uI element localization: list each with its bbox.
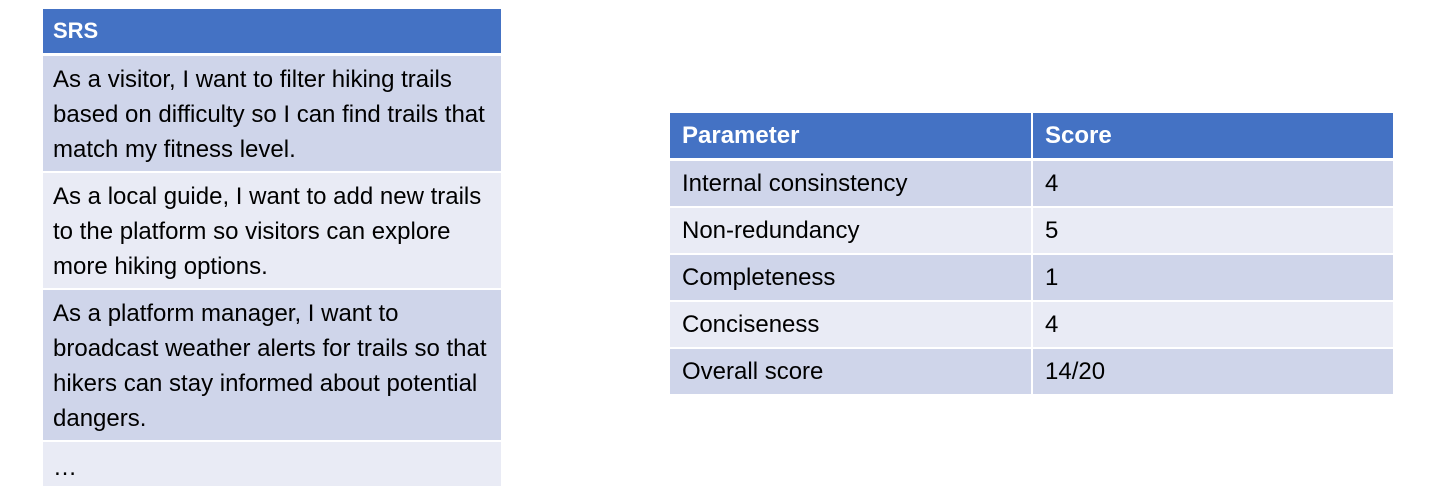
parameter-cell: Internal consinstency: [670, 159, 1033, 208]
srs-story-row: As a visitor, I want to filter hiking tr…: [43, 54, 501, 173]
srs-ellipsis: …: [43, 441, 501, 488]
score-header-row: Parameter Score: [670, 113, 1393, 161]
score-cell: 4: [1032, 301, 1393, 349]
score-row: Non-redundancy 5: [670, 207, 1393, 255]
score-cell: 1: [1032, 254, 1393, 302]
parameter-cell: Non-redundancy: [670, 207, 1033, 255]
srs-story-row: As a local guide, I want to add new trai…: [43, 172, 501, 290]
score-row: Conciseness 4: [670, 301, 1393, 349]
srs-story-text: As a platform manager, I want to broadca…: [43, 289, 501, 442]
srs-story-row: …: [43, 441, 501, 488]
parameter-cell: Conciseness: [670, 301, 1033, 349]
score-cell: 4: [1032, 159, 1393, 208]
srs-story-row: As a platform manager, I want to broadca…: [43, 289, 501, 442]
srs-story-text: As a local guide, I want to add new trai…: [43, 172, 501, 290]
parameter-column-header: Parameter: [670, 113, 1033, 161]
score-column-header: Score: [1032, 113, 1393, 161]
parameter-cell: Overall score: [670, 348, 1033, 396]
srs-header: SRS: [43, 9, 501, 56]
srs-table: SRS As a visitor, I want to filter hikin…: [43, 9, 501, 488]
score-table: Parameter Score Internal consinstency 4 …: [670, 113, 1393, 396]
srs-story-text: As a visitor, I want to filter hiking tr…: [43, 54, 501, 173]
parameter-cell: Completeness: [670, 254, 1033, 302]
score-cell: 5: [1032, 207, 1393, 255]
score-row: Completeness 1: [670, 254, 1393, 302]
score-row: Internal consinstency 4: [670, 159, 1393, 208]
score-cell: 14/20: [1032, 348, 1393, 396]
score-row: Overall score 14/20: [670, 348, 1393, 396]
